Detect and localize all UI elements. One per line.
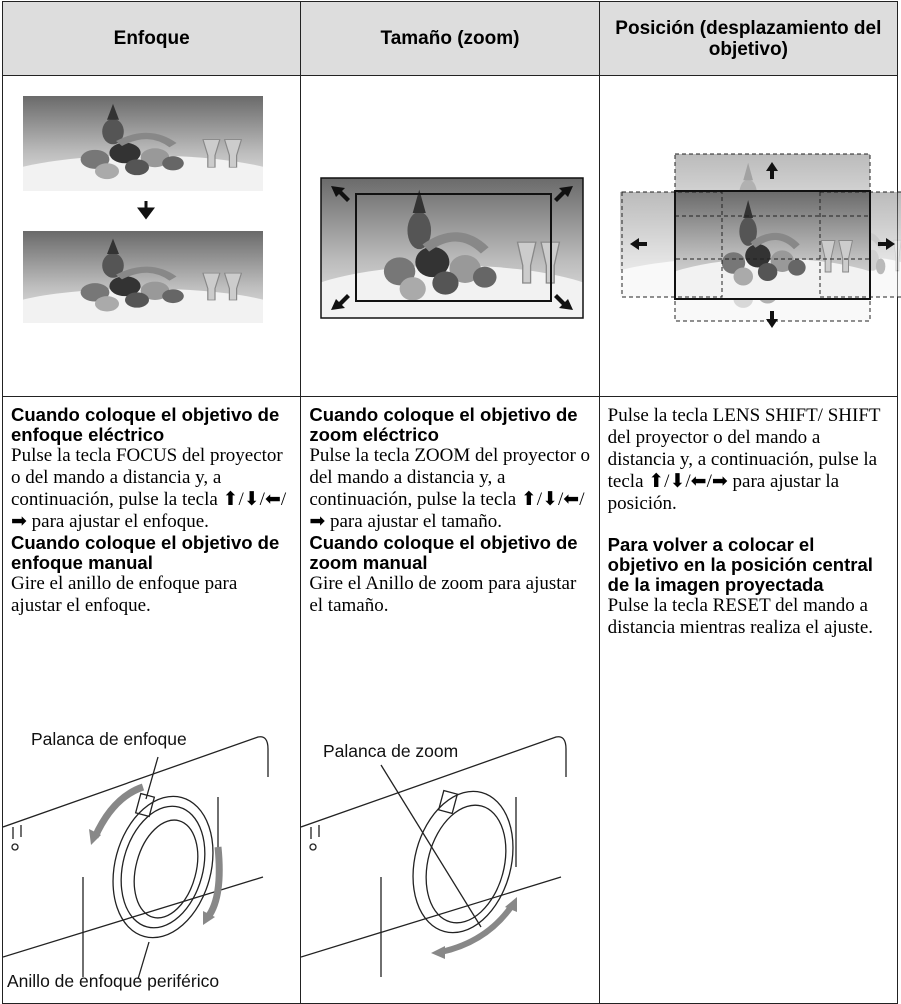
section-heading: Para volver a colocar el objetivo en la … xyxy=(607,534,873,595)
callout-label: Palanca de enfoque xyxy=(31,729,187,749)
text-cell: Cuando coloque el objetivo de zoom eléct… xyxy=(300,396,600,1004)
column-header: Enfoque xyxy=(1,1,302,76)
zoom-illustration xyxy=(320,177,585,319)
illustration-cell xyxy=(300,75,600,397)
illustration-cell xyxy=(1,75,302,397)
column-header: Tamaño (zoom) xyxy=(300,1,600,76)
shift-illustration xyxy=(600,153,901,328)
text-cell: Pulse la tecla LENS SHIFT/ SHIFT del pro… xyxy=(598,396,899,1004)
section-text: Pulse la tecla RESET del mando a distanc… xyxy=(607,595,874,638)
illustration-cell xyxy=(598,75,901,397)
focus-illustration xyxy=(3,76,287,396)
column-header: Posición (desplazamiento del objetivo) xyxy=(598,1,899,76)
section-text: Gire el Anillo de zoom para ajustar el t… xyxy=(309,573,577,616)
section-text: Pulse la tecla ZOOM del proyector o del … xyxy=(309,445,591,532)
zoom-lens-drawing: Palanca de zoom xyxy=(301,736,567,977)
section-heading: Cuando coloque el objetivo de enfoque ma… xyxy=(11,532,280,573)
section-heading: Cuando coloque el objetivo de enfoque el… xyxy=(11,404,280,445)
section-heading: Cuando coloque el objetivo de zoom eléct… xyxy=(309,404,578,445)
text-cell: Cuando coloque el objetivo de enfoque el… xyxy=(1,396,302,1004)
callout-label: Anillo de enfoque periférico xyxy=(7,971,219,991)
section-heading: Cuando coloque el objetivo de zoom manua… xyxy=(309,532,578,573)
callout-label: Palanca de zoom xyxy=(323,741,458,761)
section-text: Pulse la tecla LENS SHIFT/ SHIFT del pro… xyxy=(607,405,881,514)
section-text: Gire el anillo de enfoque para ajustar e… xyxy=(11,573,238,616)
section-text: Pulse la tecla FOCUS del proyector o del… xyxy=(11,445,287,532)
focus-lens-drawing: Palanca de enfoque Anillo de enfoque per… xyxy=(3,729,269,991)
